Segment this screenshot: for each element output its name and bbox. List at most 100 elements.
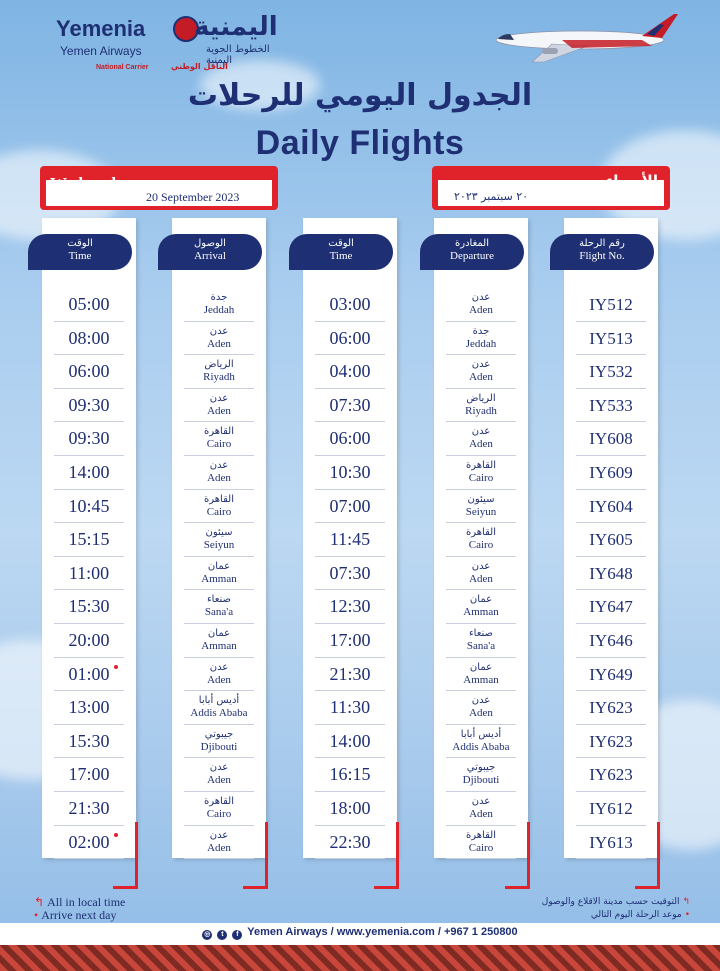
note-local-time-ar: التوقيت حسب مدينة الاقلاع والوصول: [541, 897, 680, 907]
arrival-city-ar: سيئون: [205, 527, 233, 539]
table-row: 10:45: [42, 490, 136, 524]
departure-city-en: Cairo: [468, 471, 494, 484]
departure-city-en: Amman: [463, 606, 499, 619]
table-row: 15:30: [42, 725, 136, 759]
table-row: IY513: [564, 322, 658, 356]
flight-number: IY533: [589, 395, 633, 415]
flight-number: IY649: [589, 664, 633, 684]
table-row: 07:00: [303, 490, 397, 524]
departure-city-ar: أديس أبابا: [460, 728, 502, 740]
departure-city-ar: عدن: [471, 560, 491, 572]
table-row: IY608: [564, 422, 658, 456]
table-row: 14:00: [42, 456, 136, 490]
departure-city-ar: سيئون: [467, 493, 495, 505]
table-row: 15:30: [42, 590, 136, 624]
table-row: 01:00: [42, 658, 136, 692]
table-row: جيبوتي Djibouti: [434, 758, 528, 792]
arrival-city-en: Amman: [201, 639, 237, 652]
table-row: جدة Jeddah: [434, 322, 528, 356]
departure-time: 11:45: [329, 529, 371, 550]
flight-number: IY612: [589, 798, 633, 818]
arrival-city-en: Aden: [207, 404, 231, 417]
table-row: IY647: [564, 590, 658, 624]
facebook-icon: f: [232, 930, 243, 940]
arrival-time: 13:00: [68, 697, 110, 718]
arrival-city-ar: أديس أبابا: [198, 695, 240, 707]
table-row: 07:30: [303, 389, 397, 423]
airplane-icon: [495, 14, 678, 63]
departure-time: 06:00: [329, 327, 371, 348]
table-row: القاهرة Cairo: [434, 456, 528, 490]
table-row: IY646: [564, 624, 658, 658]
flight-number: IY613: [589, 832, 633, 852]
table-row: IY512: [564, 288, 658, 322]
flight-number: IY513: [589, 328, 633, 348]
table-row: الرياض Riyadh: [172, 355, 266, 389]
table-row: عمان Amman: [434, 658, 528, 692]
column-arrival: الوصول Arrival جدة Jeddah عدن Aden الرياض Riy…: [158, 218, 268, 889]
table-row: 12:30: [303, 590, 397, 624]
arrival-time: 17:00: [68, 764, 110, 785]
table-row: 09:30: [42, 422, 136, 456]
table-row: 16:15: [303, 758, 397, 792]
departure-city-ar: القاهرة: [466, 527, 496, 539]
arrival-city-ar: جيبوتي: [204, 728, 234, 740]
departure-time: 07:30: [329, 562, 371, 583]
arrival-time: 08:00: [68, 327, 110, 348]
table-row: IY605: [564, 523, 658, 557]
arrival-time: 21:30: [68, 797, 110, 818]
arrival-city-ar: القاهرة: [204, 493, 234, 505]
table-row: 06:00: [303, 422, 397, 456]
table-row: عمان Amman: [172, 624, 266, 658]
arrival-time: 01:00: [68, 663, 110, 684]
arrival-city-en: Aden: [207, 471, 231, 484]
table-row: IY623: [564, 691, 658, 725]
table-row: 06:00: [42, 355, 136, 389]
departure-city-en: Jeddah: [465, 337, 497, 350]
arrival-city-en: Seiyun: [203, 539, 235, 552]
table-row: سيئون Seiyun: [434, 490, 528, 524]
arrival-city-ar: عدن: [209, 459, 229, 471]
flight-number: IY646: [589, 630, 633, 650]
national-carrier-ar: الناقل الوطني: [171, 62, 228, 71]
table-row: 15:15: [42, 523, 136, 557]
table-row: IY532: [564, 355, 658, 389]
table-row: عدن Aden: [434, 792, 528, 826]
table-row: عدن Aden: [172, 389, 266, 423]
table-row: 07:30: [303, 557, 397, 591]
table-row: 14:00: [303, 725, 397, 759]
table-row: IY648: [564, 557, 658, 591]
arrival-city-ar: عدن: [209, 829, 229, 841]
departure-time: 18:00: [329, 797, 371, 818]
departure-time: 21:30: [329, 663, 371, 684]
departure-city-ar: عمان: [469, 661, 493, 673]
brand-sub-en: Yemen Airways: [60, 44, 142, 58]
table-row: 02:00: [42, 826, 136, 860]
flight-number: IY623: [589, 765, 633, 785]
arrival-time: 11:00: [68, 562, 110, 583]
arrival-time: 06:00: [68, 361, 110, 382]
departure-city-en: Amman: [463, 673, 499, 686]
departure-city-en: Aden: [469, 807, 493, 820]
column-arrival-time: الوقت Time 05:00 08:00 06:00 09:30 09:30 14:0…: [28, 218, 138, 889]
table-row: 04:00: [303, 355, 397, 389]
note-next-day: Arrive next day: [41, 908, 117, 922]
table-row: القاهرة Cairo: [434, 826, 528, 860]
flight-number: IY604: [589, 496, 633, 516]
arrival-city-en: Cairo: [206, 807, 232, 820]
departure-time: 17:00: [329, 629, 371, 650]
departure-city-en: Aden: [469, 707, 493, 720]
table-row: 03:00: [303, 288, 397, 322]
column-header-departure-time: الوقت Time: [289, 234, 393, 270]
arrival-time: 15:15: [68, 529, 110, 550]
twitter-icon: t: [217, 930, 228, 940]
arrival-city-ar: عدن: [209, 325, 229, 337]
note-local-time: All in local time: [47, 895, 126, 909]
arrival-time: 10:45: [68, 495, 110, 516]
table-row: عدن Aden: [434, 288, 528, 322]
table-row: عدن Aden: [172, 758, 266, 792]
arrival-city-ar: القاهرة: [204, 426, 234, 438]
departure-city-ar: عمان: [469, 594, 493, 606]
arrival-time: 15:30: [68, 596, 110, 617]
departure-city-en: Djibouti: [462, 774, 500, 787]
